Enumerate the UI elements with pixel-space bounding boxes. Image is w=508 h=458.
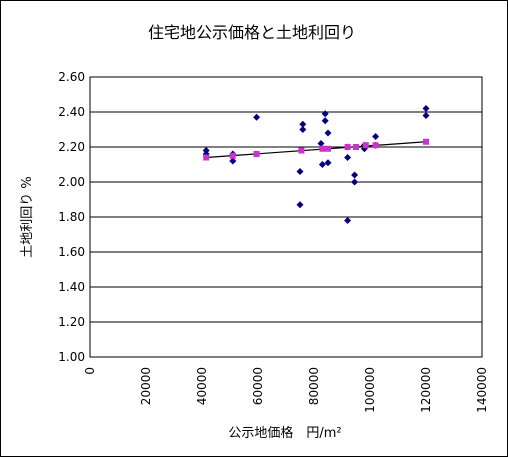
trendline	[206, 141, 427, 159]
data-point-diamond	[344, 154, 352, 161]
data-points	[202, 105, 430, 224]
chart-title: 住宅地公示価格と土地利回り	[148, 23, 356, 42]
data-point-diamond	[372, 133, 380, 140]
x-tick-labels: 0 20000 40000 60000 80000 100000 120000 140000	[83, 367, 489, 413]
data-point-square	[325, 145, 331, 152]
data-point-diamond	[296, 201, 304, 209]
y-tick-label: 1.40	[58, 280, 85, 294]
y-tick-label: 1.20	[58, 315, 85, 329]
y-tick-label: 1.80	[58, 210, 85, 224]
data-point-square	[229, 152, 236, 159]
x-tick-label: 120000	[419, 367, 433, 413]
data-point-diamond	[321, 110, 329, 118]
data-point-diamond	[351, 178, 359, 186]
trendline-group	[206, 141, 427, 159]
y-tick-label: 1.60	[58, 245, 85, 259]
x-tick-label: 140000	[475, 367, 489, 413]
gridlines	[90, 111, 482, 323]
data-point-diamond	[321, 117, 329, 125]
y-axis-label: 土地利回り %	[20, 176, 35, 258]
y-tick-label: 2.60	[58, 70, 85, 84]
x-tick-label: 60000	[251, 367, 265, 405]
data-point-square	[353, 144, 359, 150]
data-point-square	[298, 147, 305, 154]
data-point-diamond	[351, 171, 359, 179]
data-point-diamond	[229, 157, 237, 165]
data-point-square	[319, 145, 326, 152]
x-axis-label: 公示地価格 円/m²	[228, 425, 341, 441]
data-point-diamond	[317, 140, 325, 147]
data-point-square	[362, 142, 369, 149]
data-point-square	[372, 142, 379, 149]
x-tick-label: 40000	[195, 367, 209, 405]
data-point-diamond	[344, 217, 352, 224]
x-tick-label: 80000	[307, 367, 321, 405]
data-point-diamond	[299, 126, 307, 133]
y-tick-label: 1.00	[58, 350, 85, 364]
data-point-square	[344, 144, 351, 150]
data-point-square	[423, 138, 429, 145]
y-tick-label: 2.40	[58, 105, 85, 119]
data-point-diamond	[324, 159, 332, 167]
x-tick-label: 0	[83, 367, 97, 375]
data-point-diamond	[422, 112, 430, 119]
y-tick-labels: 1.00 1.20 1.40 1.60 1.80 2.00 2.20 2.40 2.60	[58, 70, 85, 364]
data-point-diamond	[296, 168, 304, 175]
data-point-diamond	[318, 161, 326, 168]
data-point-square	[203, 154, 210, 161]
x-tick-label: 100000	[363, 367, 377, 413]
y-tick-label: 2.20	[58, 140, 85, 154]
y-tick-label: 2.00	[58, 175, 85, 189]
data-point-diamond	[422, 105, 430, 112]
x-tick-label: 20000	[139, 367, 153, 405]
data-point-diamond	[324, 129, 332, 137]
data-point-diamond	[253, 113, 261, 121]
data-point-square	[253, 151, 260, 157]
data-point-diamond	[299, 120, 307, 128]
